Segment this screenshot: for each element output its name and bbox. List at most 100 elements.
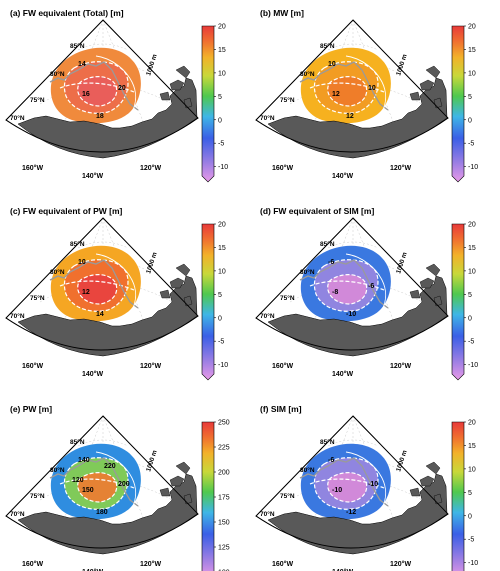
field-inner: [327, 76, 367, 106]
isobath-line: [345, 55, 387, 117]
colorbar-tick-label: -10: [468, 560, 478, 567]
panel-title: (b) MW [m]: [260, 8, 304, 18]
lat-label: 80°N: [300, 466, 315, 474]
contour-line: [313, 61, 379, 114]
coastline: [353, 259, 389, 309]
contour-label: 120: [72, 477, 84, 484]
field-inner: [77, 274, 117, 304]
colorbar-tick-label: 15: [218, 47, 226, 54]
panel-title: (a) FW equivalent (Total) [m]: [10, 8, 124, 18]
contour-line: [309, 82, 385, 93]
contour-label: -10: [346, 311, 356, 318]
contour-label: 14: [96, 311, 104, 318]
island: [425, 263, 441, 277]
colorbar-tick-label: 225: [218, 445, 230, 452]
contour-label: 18: [96, 113, 104, 120]
colorbar-tick-label: -10: [468, 164, 478, 171]
contour-line: [77, 76, 118, 107]
lon-label: 120°W: [140, 164, 161, 172]
lat-label: 85°N: [70, 438, 85, 446]
colorbar-tick-label: 20: [218, 222, 226, 229]
contour-label: 140: [78, 457, 90, 464]
colorbar-tick-label: 20: [468, 222, 476, 229]
island: [409, 289, 421, 299]
map-panel-e: (e) PW [m] 140 150 180 200 220 120 85°N 80°N 75°N…: [5, 404, 230, 571]
contour-label: 200: [118, 481, 130, 488]
field-inner: [77, 472, 117, 502]
lat-label: 85°N: [320, 438, 335, 446]
lat-label: 85°N: [70, 240, 85, 248]
island: [175, 461, 191, 475]
colorbar-tick-label: 10: [218, 268, 226, 275]
isobath-line: [95, 253, 137, 315]
contour-label: -6: [328, 457, 334, 464]
map-border: [5, 217, 199, 351]
contour-label: 10: [328, 61, 336, 68]
lat-label: 75°N: [280, 492, 295, 500]
colorbar-tick-label: -10: [218, 362, 228, 369]
map-panel-c: (c) FW equivalent of PW [m] 10 12 14 85°N 80°…: [5, 206, 228, 381]
colorbar-tick-label: 0: [468, 315, 472, 322]
contour-label: 20: [118, 85, 126, 92]
colorbar-bar: [201, 421, 215, 571]
colorbar-bar: [201, 223, 215, 381]
island: [169, 277, 185, 289]
lon-label: 120°W: [140, 362, 161, 370]
field-inner: [77, 76, 117, 106]
coastline: [103, 457, 139, 507]
map-border: [5, 19, 199, 153]
colorbar-tick-label: 0: [468, 117, 472, 124]
colorbar-tick-label: 175: [218, 495, 230, 502]
colorbar-tick-label: 10: [468, 268, 476, 275]
island: [425, 461, 441, 475]
island: [159, 487, 171, 497]
graticule-parallel: [307, 60, 401, 75]
coastline: [299, 259, 355, 281]
lon-label: 120°W: [390, 560, 411, 568]
lon-label: 160°W: [272, 362, 293, 370]
field-inner: [327, 472, 367, 502]
coastline: [49, 259, 105, 281]
colorbar-tick-label: -5: [468, 141, 474, 148]
contour-line: [327, 76, 368, 107]
isobath-label: 1000 m: [145, 251, 159, 274]
colorbar-tick-label: 20: [468, 24, 476, 31]
lon-label: 140°W: [332, 370, 353, 378]
colorbar-tick-label: 100: [218, 570, 230, 571]
coastline: [299, 61, 355, 83]
colorbar-tick-label: -5: [218, 339, 224, 346]
lat-label: 85°N: [320, 240, 335, 248]
lat-label: 85°N: [320, 42, 335, 50]
coastline: [49, 457, 105, 479]
island: [425, 65, 441, 79]
contour-line: [63, 259, 129, 312]
lat-label: 70°N: [260, 312, 275, 320]
lat-label: 75°N: [30, 492, 45, 500]
contour-label: 16: [82, 91, 90, 98]
colorbar-tick-label: 10: [468, 70, 476, 77]
colorbar-bar: [451, 223, 465, 381]
island: [419, 79, 435, 91]
contour-label: 180: [96, 509, 108, 516]
contour-line: [313, 457, 379, 510]
contour-label: 10: [368, 85, 376, 92]
coastline: [103, 259, 139, 309]
colorbar-tick-label: 10: [468, 466, 476, 473]
coastline: [103, 61, 139, 111]
island: [419, 277, 435, 289]
lat-label: 70°N: [260, 114, 275, 122]
contour-line: [59, 82, 135, 93]
lat-label: 80°N: [50, 268, 65, 276]
graticule-parallel: [57, 456, 151, 471]
contour-label: 12: [82, 289, 90, 296]
island: [419, 475, 435, 487]
isobath-line: [95, 451, 137, 513]
contour-line: [59, 280, 135, 291]
colorbar-tick-label: 0: [468, 513, 472, 520]
lon-label: 140°W: [332, 172, 353, 180]
contour-label: -6: [368, 283, 374, 290]
island: [169, 79, 185, 91]
colorbar-tick-label: 15: [468, 47, 476, 54]
lon-label: 140°W: [82, 568, 103, 571]
